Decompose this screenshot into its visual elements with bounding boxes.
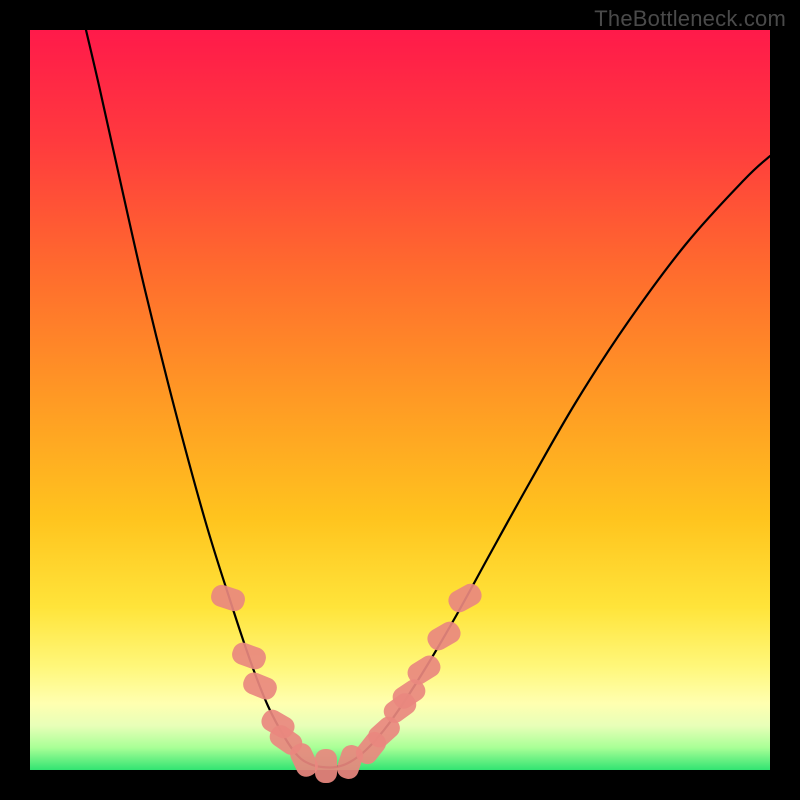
curve-marker — [208, 582, 247, 613]
curve-marker — [424, 618, 464, 654]
chart-overlay — [30, 30, 770, 770]
watermark-text: TheBottleneck.com — [594, 6, 786, 32]
curve-marker — [240, 669, 280, 702]
curve-marker — [229, 640, 268, 672]
outer-frame: TheBottleneck.com — [0, 0, 800, 800]
curve-marker — [445, 580, 485, 616]
marker-layer — [208, 580, 485, 783]
curve-marker — [315, 749, 337, 783]
